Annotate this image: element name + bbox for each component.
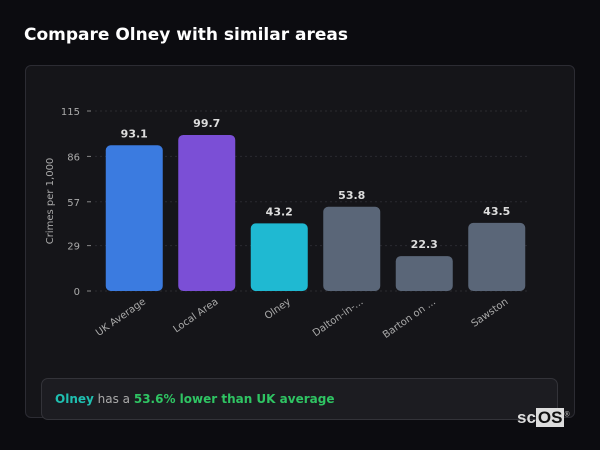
summary-highlight: 53.6% lower than UK average — [133, 392, 335, 406]
bar — [250, 223, 308, 291]
y-tick-label: 86 — [67, 152, 80, 163]
summary-box: Olney has a 53.6% lower than UK average — [41, 378, 558, 420]
bar-value-label: 99.7 — [193, 117, 220, 130]
bar-value-label: 22.3 — [411, 238, 438, 251]
x-tick-label: UK Average — [94, 296, 148, 338]
y-axis-label: Crimes per 1,000 — [45, 158, 56, 245]
x-tick-label: Olney — [263, 296, 293, 322]
bar — [468, 222, 526, 291]
y-tick-label: 0 — [74, 287, 80, 298]
logo: sc OS ® — [517, 408, 570, 427]
x-tick-label: Barton on ... — [381, 296, 438, 340]
x-tick-label: Sawston — [470, 296, 511, 329]
bar — [105, 145, 163, 291]
bar-value-label: 43.2 — [266, 205, 293, 218]
page-title: Compare Olney with similar areas — [24, 25, 348, 45]
y-tick-label: 29 — [67, 242, 80, 253]
summary-area: Olney — [55, 392, 94, 406]
summary-text: has a — [93, 392, 134, 406]
bar — [395, 256, 453, 291]
bar-value-label: 53.8 — [338, 189, 365, 202]
bar-value-label: 93.1 — [121, 127, 148, 140]
x-tick-label: Local Area — [171, 296, 220, 335]
bar — [178, 134, 236, 291]
y-tick-label: 57 — [67, 198, 80, 209]
x-tick-label: Dalton-in-... — [311, 296, 366, 339]
bar — [323, 206, 381, 291]
bar-value-label: 43.5 — [483, 205, 510, 218]
y-tick-label: 115 — [61, 107, 80, 118]
